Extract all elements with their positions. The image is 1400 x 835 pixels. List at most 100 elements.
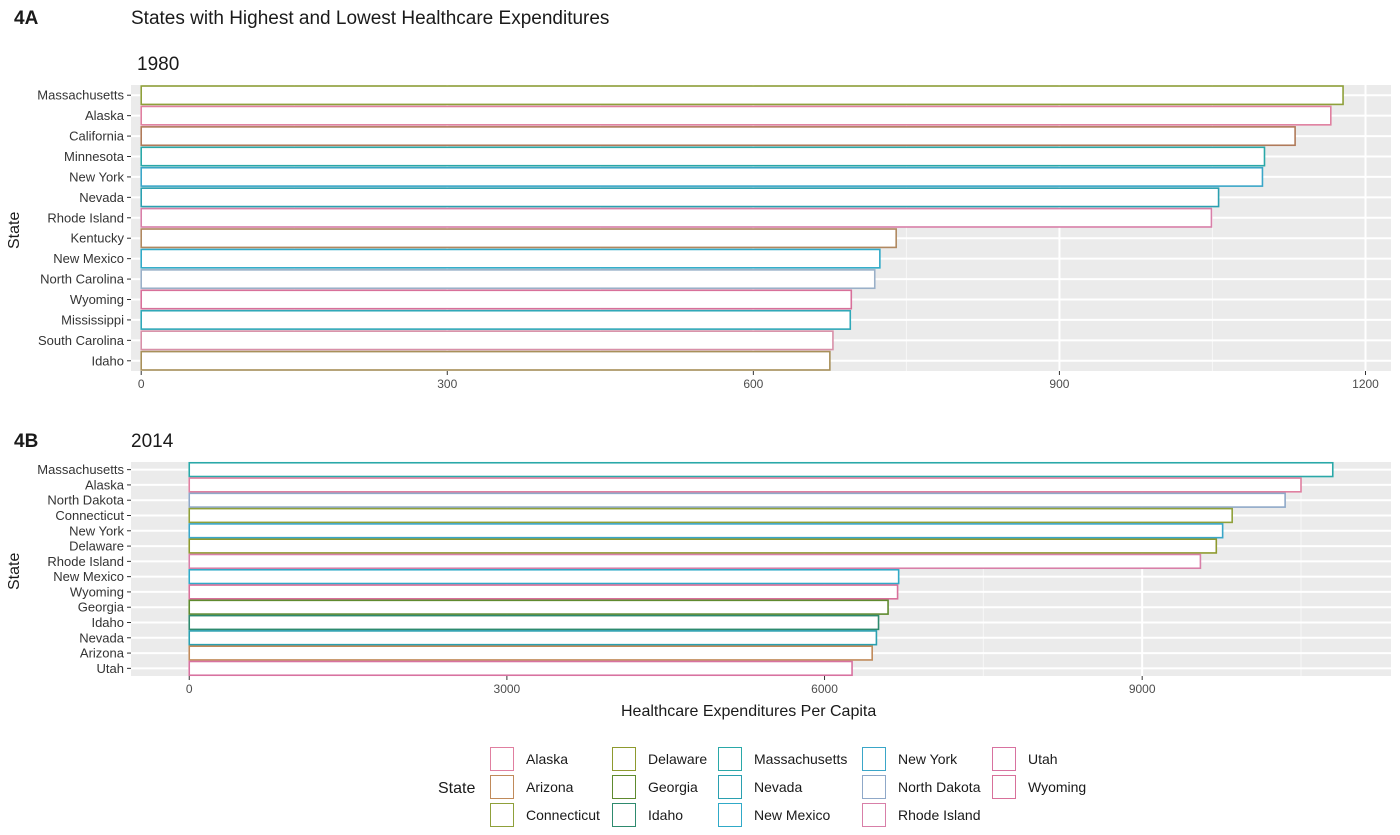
legend-label: Wyoming (1028, 779, 1087, 795)
panel-b-y-tick-label: North Dakota (47, 493, 124, 508)
legend-label: Massachusetts (754, 751, 848, 767)
panel-a-x-tick-label: 0 (138, 377, 145, 391)
legend-key (718, 747, 742, 771)
panel-a-y-tick-label: South Carolina (38, 333, 125, 348)
panel-a-y-tick-label: Mississippi (61, 312, 124, 327)
legend-key (612, 775, 636, 799)
main-title: States with Highest and Lowest Healthcar… (131, 8, 610, 29)
legend-label: Connecticut (526, 807, 600, 823)
bar-new-mexico (188, 568, 900, 585)
legend-label: New Mexico (754, 807, 831, 823)
panel-a-y-tick-label: Idaho (91, 353, 124, 368)
panel-a-x-tick-label: 300 (437, 377, 457, 391)
bar-nevada (188, 630, 878, 646)
bar-utah (188, 660, 853, 677)
legend-key (612, 803, 636, 827)
legend-key (490, 775, 514, 799)
bar-massachusetts (188, 461, 1334, 478)
legend-label: Utah (1028, 751, 1058, 767)
panel-b-y-tick-label: Utah (97, 661, 124, 676)
bar-california (140, 126, 1296, 147)
bar-wyoming (188, 584, 899, 600)
legend-key (718, 803, 742, 827)
panel-b-y-tick-label: New Mexico (53, 569, 124, 584)
panel-a-y-tick-label: Minnesota (64, 149, 125, 164)
chart-panel-4a: 0 300 600 900 1200 Massachusetts Alaska Califor… (37, 85, 1391, 391)
legend-label: Delaware (648, 751, 708, 767)
panel-b-x-tick-label: 9000 (1129, 682, 1156, 696)
panel-tag-4b: 4B (14, 431, 39, 452)
bar-idaho (140, 350, 831, 371)
bar-new-york (188, 523, 1224, 539)
panel-a-y-tick-label: Nevada (79, 190, 125, 205)
legend-label: Georgia (648, 779, 698, 795)
bar-north-dakota (188, 492, 1286, 508)
legend-label: Idaho (648, 807, 684, 823)
legend-label: Alaska (526, 751, 569, 767)
legend-label: North Dakota (898, 779, 981, 795)
bar-alaska (188, 477, 1302, 493)
bar-alaska (140, 105, 1332, 126)
bar-new-mexico (140, 248, 881, 269)
legend-key (862, 747, 886, 771)
panel-a-x-tick-label: 600 (743, 377, 763, 391)
panel-a-y-tick-label: Rhode Island (47, 210, 124, 225)
panel-b-y-tick-label: Alaska (85, 477, 125, 492)
legend-label: Rhode Island (898, 807, 981, 823)
panel-a-y-tick-label: California (69, 129, 125, 144)
legend-key (490, 803, 514, 827)
legend-label: Arizona (526, 779, 574, 795)
bar-north-carolina (140, 269, 876, 290)
bar-massachusetts (140, 85, 1344, 106)
legend-key (862, 775, 886, 799)
legend-label: New York (898, 751, 958, 767)
panel-a-y-tick-label: New Mexico (53, 251, 124, 266)
panel-b-x-tick-label: 6000 (811, 682, 838, 696)
bar-connecticut (188, 507, 1233, 524)
panel-b-y-tick-label: Delaware (69, 539, 124, 554)
legend-key (862, 803, 886, 827)
panel-b-y-tick-label: Idaho (91, 615, 124, 630)
panel-a-x-tick-label: 1200 (1352, 377, 1379, 391)
panel-a-y-tick-label: Wyoming (70, 292, 124, 307)
x-axis-label: Healthcare Expenditures Per Capita (621, 703, 877, 720)
panel-b-y-tick-label: Wyoming (70, 584, 124, 599)
panel-a-y-tick-label: Massachusetts (37, 88, 124, 103)
legend-key (992, 747, 1016, 771)
panel-a-x-tick-label: 900 (1049, 377, 1069, 391)
panel-a-y-tick-label: Kentucky (71, 231, 125, 246)
bar-wyoming (140, 289, 853, 310)
legend-key (718, 775, 742, 799)
legend-key (992, 775, 1016, 799)
panel-b-y-tick-label: Connecticut (55, 508, 124, 523)
bar-arizona (188, 645, 873, 661)
panel-b-y-tick-label: Arizona (80, 646, 125, 661)
bar-new-york (140, 166, 1264, 187)
bar-south-carolina (140, 330, 834, 351)
panel-a-y-tick-label: North Carolina (40, 272, 125, 287)
legend-key (490, 747, 514, 771)
bar-idaho (188, 614, 880, 631)
bar-georgia (188, 599, 889, 615)
panel-a-y-tick-label: New York (69, 169, 124, 184)
panel-b-y-tick-label: Georgia (78, 600, 125, 615)
bar-delaware (188, 538, 1218, 554)
bar-kentucky (140, 228, 897, 249)
panel-b-y-tick-label: Massachusetts (37, 462, 124, 477)
panel-b-y-tick-label: New York (69, 523, 124, 538)
legend-key (612, 747, 636, 771)
panel-b-y-tick-label: Rhode Island (47, 554, 124, 569)
bar-nevada (140, 187, 1220, 208)
legend-label: Nevada (754, 779, 803, 795)
bar-minnesota (140, 146, 1266, 167)
bar-rhode-island (140, 207, 1213, 228)
panel-b-x-tick-label: 3000 (494, 682, 521, 696)
panel-b-y-tick-label: Nevada (79, 630, 125, 645)
panel-a-y-tick-label: Alaska (85, 108, 125, 123)
bar-rhode-island (188, 553, 1202, 570)
legend-title: State (438, 780, 476, 797)
panel-b-title: 2014 (131, 431, 174, 452)
panel-a-title: 1980 (137, 54, 180, 75)
panel-b-x-tick-label: 0 (186, 682, 193, 696)
